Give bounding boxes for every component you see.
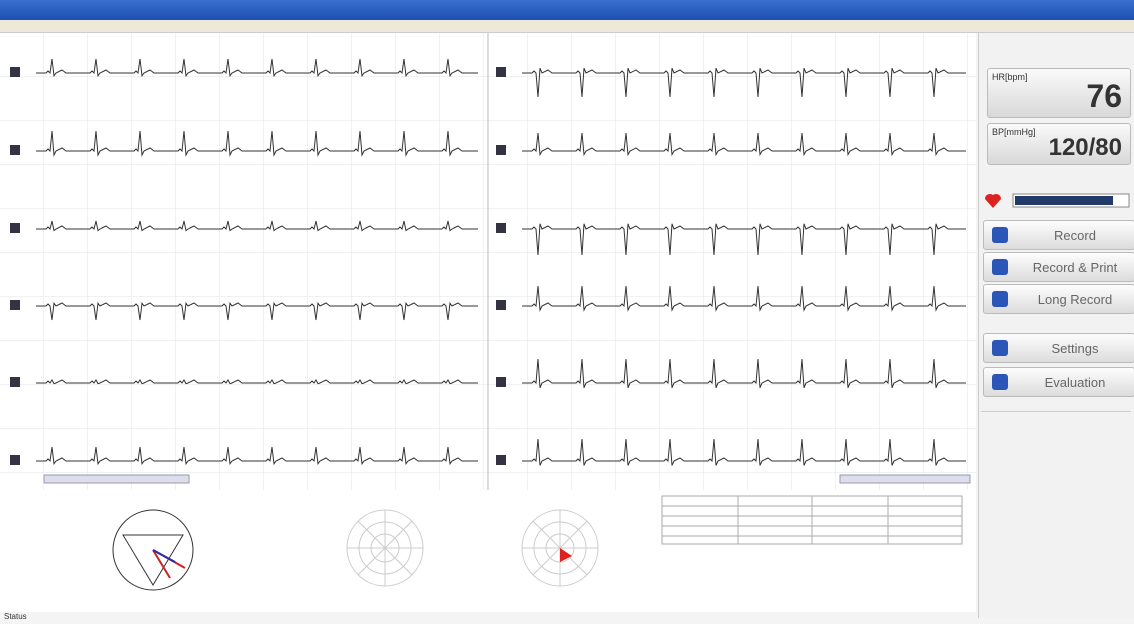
heart-rate-box: HR[bpm] 76 (987, 68, 1131, 118)
lead-icon[interactable] (496, 67, 506, 77)
action-button[interactable]: Evaluation (983, 367, 1134, 397)
lead-icon[interactable] (496, 223, 506, 233)
button-label: Long Record (1037, 292, 1113, 307)
ecg-trace (522, 223, 966, 256)
lead-icon[interactable] (10, 300, 20, 310)
ecg-trace (522, 68, 966, 98)
status-text: Status (4, 612, 27, 621)
lead-icon[interactable] (496, 300, 506, 310)
action-button[interactable]: Long Record (983, 284, 1134, 314)
ecg-trace (36, 58, 478, 78)
button-icon (992, 340, 1008, 356)
lead-icon[interactable] (10, 223, 20, 233)
ecg-trace (36, 379, 478, 385)
hr-label: HR[bpm] (992, 72, 1028, 82)
ecg-trace (36, 130, 478, 157)
action-button[interactable]: Settings (983, 333, 1134, 363)
signal-indicator (985, 193, 1130, 208)
button-icon (992, 374, 1008, 390)
ecg-trace (522, 285, 966, 312)
ecg-trace (522, 438, 966, 466)
blood-pressure-box: BP[mmHg] 120/80 (987, 123, 1131, 165)
lead-icon[interactable] (496, 145, 506, 155)
lead-icon[interactable] (10, 455, 20, 465)
action-button[interactable]: Record (983, 220, 1134, 250)
ecg-trace (36, 446, 478, 466)
action-button[interactable]: Record & Print (983, 252, 1134, 282)
ecg-trace (522, 358, 966, 388)
button-label: Record (1054, 228, 1096, 243)
lead-icon[interactable] (496, 377, 506, 387)
button-icon (992, 291, 1008, 307)
button-label: Record & Print (1032, 260, 1118, 275)
hr-value: 76 (1086, 78, 1122, 114)
title-bar (0, 0, 1134, 20)
ecg-trace (522, 132, 966, 157)
button-label: Settings (1051, 341, 1099, 356)
button-icon (992, 259, 1008, 275)
analysis-panel (0, 490, 976, 612)
bp-label: BP[mmHg] (992, 127, 1036, 137)
ecg-trace (36, 301, 478, 321)
ecg-panel (0, 33, 976, 490)
button-label: Evaluation (1044, 375, 1106, 390)
lead-icon[interactable] (496, 455, 506, 465)
lead-icon[interactable] (10, 67, 20, 77)
bp-value: 120/80 (1048, 134, 1122, 161)
ecg-trace (36, 220, 478, 232)
side-panel: HR[bpm] 76 BP[mmHg] 120/80 Record Record … (978, 33, 1134, 618)
menu-bar (0, 20, 1134, 33)
lead-icon[interactable] (10, 145, 20, 155)
lead-icon[interactable] (10, 377, 20, 387)
button-icon (992, 227, 1008, 243)
separator (981, 411, 1131, 412)
